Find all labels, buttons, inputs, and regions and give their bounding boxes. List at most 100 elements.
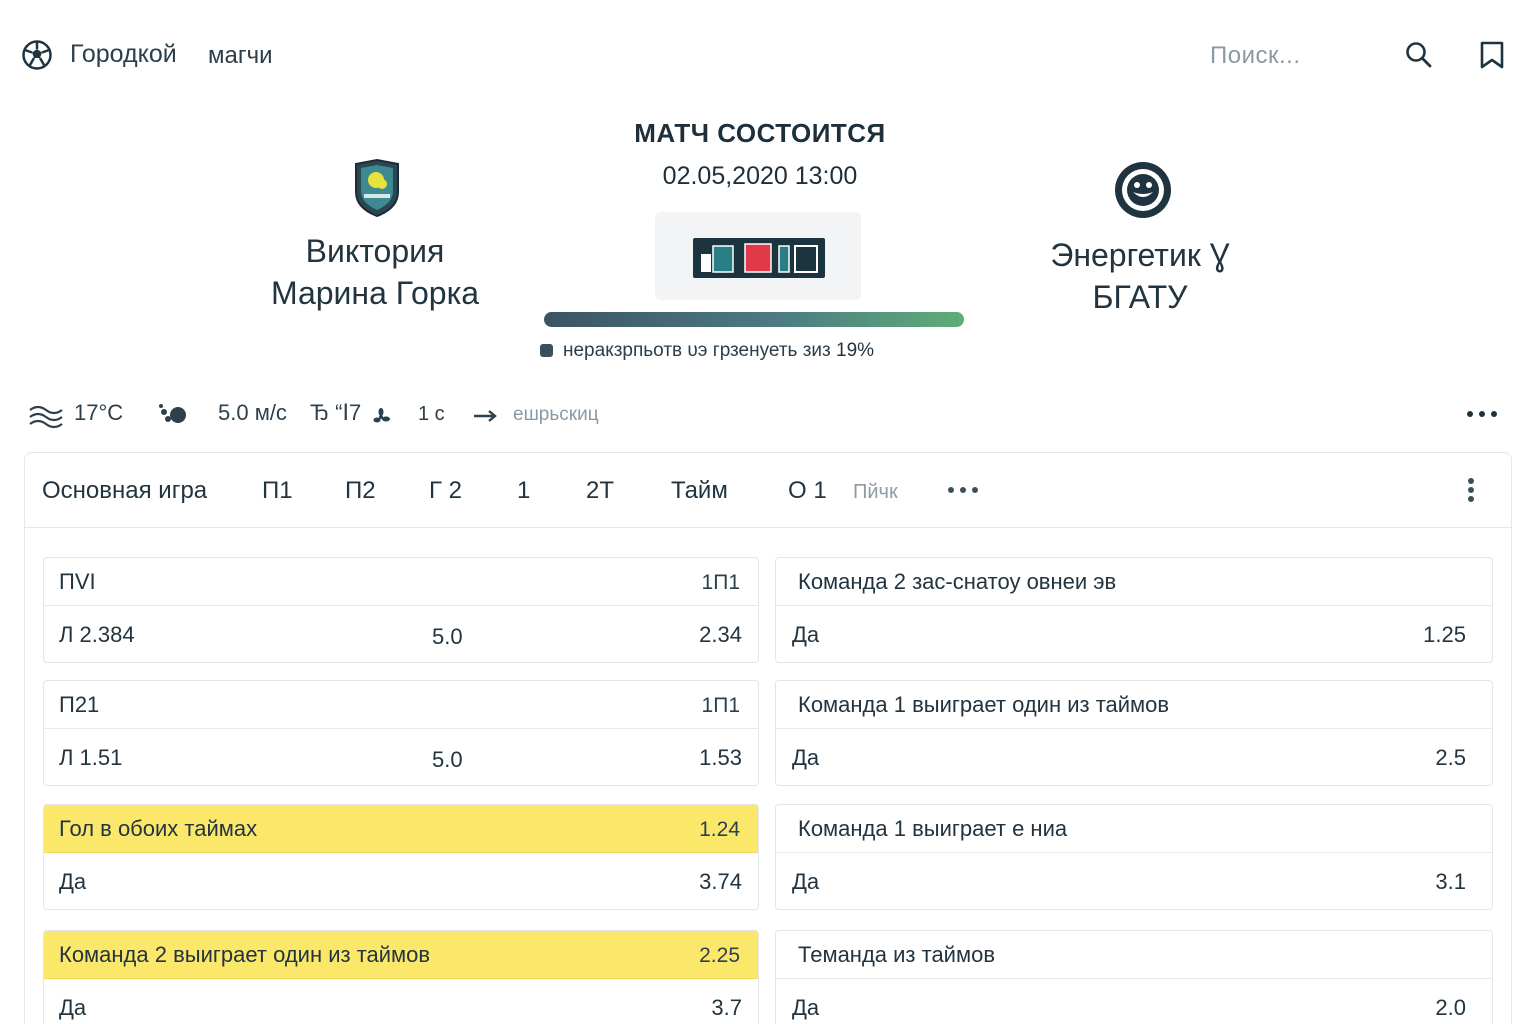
bet-card-header: Команда 2 зас-снатоу овнеи эв	[776, 558, 1492, 606]
progress-caption-text: неракзрпьотв υэ грзенуеть зиз	[563, 340, 831, 361]
bet-odds[interactable]: 3.74	[699, 869, 742, 894]
bet-option-row[interactable]: Да 2.5	[776, 729, 1492, 785]
tab-g2[interactable]: Г 2	[429, 477, 463, 504]
away-team-name[interactable]: Энергетик Ɣ БГАТУ	[990, 234, 1290, 318]
bet-card[interactable]: П21 1П1 Л 1.51 5.0 1.53	[43, 680, 759, 786]
away-team-name-line1: Энергетик Ɣ	[1050, 237, 1230, 273]
bet-option-mid: 5.0	[432, 624, 463, 649]
bet-card-header: Команда 1 выиграет е ниа	[776, 805, 1492, 853]
more-options-icon[interactable]	[1466, 404, 1498, 424]
bet-odds[interactable]: 1.53	[699, 745, 742, 770]
fan-icon	[373, 408, 390, 423]
tab-o1[interactable]: О 1	[788, 477, 827, 504]
tab-2t[interactable]: 2Т	[586, 477, 615, 504]
bet-option-label: Да	[59, 995, 87, 1020]
bet-odds[interactable]: 1.25	[1423, 622, 1466, 647]
progress-percent: 19%	[836, 340, 875, 361]
weather-temperature: 17°C	[74, 400, 124, 425]
bet-option-row[interactable]: Да 3.1	[776, 853, 1492, 909]
bet-card-header-value: 1П1	[701, 571, 740, 594]
weather-wind-speed: 5.0 м/с	[218, 400, 287, 425]
search-input[interactable]: Поиск...	[1210, 42, 1301, 69]
bet-card-highlighted[interactable]: Команда 2 выиграет один из таймов 2.25 Д…	[43, 930, 759, 1024]
bet-option-row[interactable]: Да 3.7	[44, 979, 758, 1024]
market-tabs: Основная игра П1 П2 Г 2 1 2Т Тайм О 1 Пй…	[25, 453, 1511, 528]
more-tabs-icon[interactable]	[947, 483, 981, 497]
away-team-name-line2: БГАТУ	[1092, 279, 1188, 315]
bet-option-label: Да	[792, 995, 820, 1020]
bet-option-row[interactable]: Л 2.384 5.0 2.34	[44, 606, 758, 662]
bet-odds[interactable]: 2.0	[1435, 995, 1466, 1020]
progress-dot-icon	[540, 344, 553, 357]
bet-option-row[interactable]: Да 3.74	[44, 853, 758, 909]
cloud-icon	[159, 404, 186, 423]
bet-card-header: Команда 1 выиграет один из таймов	[776, 681, 1492, 729]
bet-option-label: Да	[792, 745, 820, 770]
bet-card[interactable]: Команда 2 зас-снатоу овнеи эв Да 1.25	[775, 557, 1493, 663]
bet-option-label: Да	[59, 869, 87, 894]
scoreboard-icon	[693, 238, 825, 278]
top-bar: Городкой магчи Поиск...	[0, 0, 1536, 110]
home-team-name[interactable]: Виктория Марина Горка	[220, 230, 530, 314]
bookmark-icon[interactable]	[1478, 40, 1506, 70]
bet-card-header: Теманда из таймов	[776, 931, 1492, 979]
bet-option-label: Л 1.51	[59, 745, 123, 770]
search-icon[interactable]	[1404, 40, 1434, 70]
bet-odds[interactable]: 3.7	[711, 995, 742, 1020]
bet-odds[interactable]: 3.1	[1435, 869, 1466, 894]
home-team-name-line2: Марина Горка	[270, 275, 480, 311]
home-team-shield-icon	[355, 158, 399, 218]
bet-card-title: Команда 1 выиграет один из таймов	[798, 692, 1170, 717]
match-status: МАТЧ СОСТОИТСЯ	[634, 118, 886, 148]
bet-card-title: Гол в обоих таймах	[59, 816, 258, 841]
bet-option-label: Л 2.384	[59, 622, 135, 647]
bet-card[interactable]: ПVI 1П1 Л 2.384 5.0 2.34	[43, 557, 759, 663]
arrow-right-icon	[474, 410, 497, 422]
bet-option-label: Да	[792, 622, 820, 647]
bet-card-header: П21 1П1	[44, 681, 758, 729]
weather-extra-1: Ђ “Ⅰ7	[310, 400, 362, 425]
progress-caption: неракзрпьотв υэ грзенуеть зиз 19%	[540, 340, 970, 362]
bet-card[interactable]: Теманда из таймов Да 2.0	[775, 930, 1493, 1024]
bet-card[interactable]: Команда 1 выиграет один из таймов Да 2.5	[775, 680, 1493, 786]
weather-row: 17°C 5.0 м/с Ђ “Ⅰ7 1 с ешрьскиц	[28, 400, 1508, 434]
home-team-name-line1: Виктория	[305, 233, 445, 269]
bet-option-row[interactable]: Да 2.0	[776, 979, 1492, 1024]
bet-option-label: Да	[792, 869, 820, 894]
bet-card-title: Команда 1 выиграет е ниа	[798, 816, 1068, 841]
bet-option-row[interactable]: Да 1.25	[776, 606, 1492, 662]
bet-card-title: ПVI	[59, 569, 96, 594]
weather-extra-2: 1 с	[418, 403, 445, 425]
bet-card-header: ПVI 1П1	[44, 558, 758, 606]
tab-extra[interactable]: Пйчк	[853, 481, 898, 503]
bet-card-highlighted[interactable]: Гол в обоих таймах 1.24 Да 3.74	[43, 804, 759, 910]
tab-p1[interactable]: П1	[262, 477, 293, 504]
tab-main-game[interactable]: Основная игра	[42, 477, 208, 504]
bet-card-header-value: 2.25	[699, 944, 740, 967]
wind-waves-icon	[29, 405, 63, 429]
bet-odds[interactable]: 2.34	[699, 622, 742, 647]
bet-card-title: Команда 2 выиграет один из таймов	[59, 942, 431, 967]
bet-card-header: Гол в обоих таймах 1.24	[44, 805, 758, 853]
soccer-ball-icon[interactable]	[22, 40, 52, 70]
bet-odds[interactable]: 2.5	[1435, 745, 1466, 770]
bet-card-header-value: 1П1	[701, 694, 740, 717]
bet-card-title: Команда 2 зас-снатоу овнеи эв	[798, 569, 1117, 594]
bet-card[interactable]: Команда 1 выиграет е ниа Да 3.1	[775, 804, 1493, 910]
match-progress-bar	[544, 312, 964, 327]
match-datetime: 02.05,2020 13:00	[662, 162, 858, 190]
kebab-menu-icon[interactable]	[1463, 477, 1479, 503]
tab-p2[interactable]: П2	[345, 477, 376, 504]
weather-extra-3: ешрьскиц	[513, 404, 599, 425]
bet-card-header: Команда 2 выиграет один из таймов 2.25	[44, 931, 758, 979]
bet-option-mid: 5.0	[432, 747, 463, 772]
tab-1[interactable]: 1	[517, 477, 531, 504]
bet-card-title: Теманда из таймов	[798, 942, 996, 967]
nav-link-matches[interactable]: магчи	[208, 42, 273, 69]
tab-half[interactable]: Тайм	[671, 477, 728, 504]
bet-card-header-value: 1.24	[699, 818, 740, 841]
away-team-emblem-icon	[1115, 162, 1171, 218]
bet-card-title: П21	[59, 692, 100, 717]
bet-option-row[interactable]: Л 1.51 5.0 1.53	[44, 729, 758, 785]
brand-name[interactable]: Городкой	[70, 40, 177, 68]
